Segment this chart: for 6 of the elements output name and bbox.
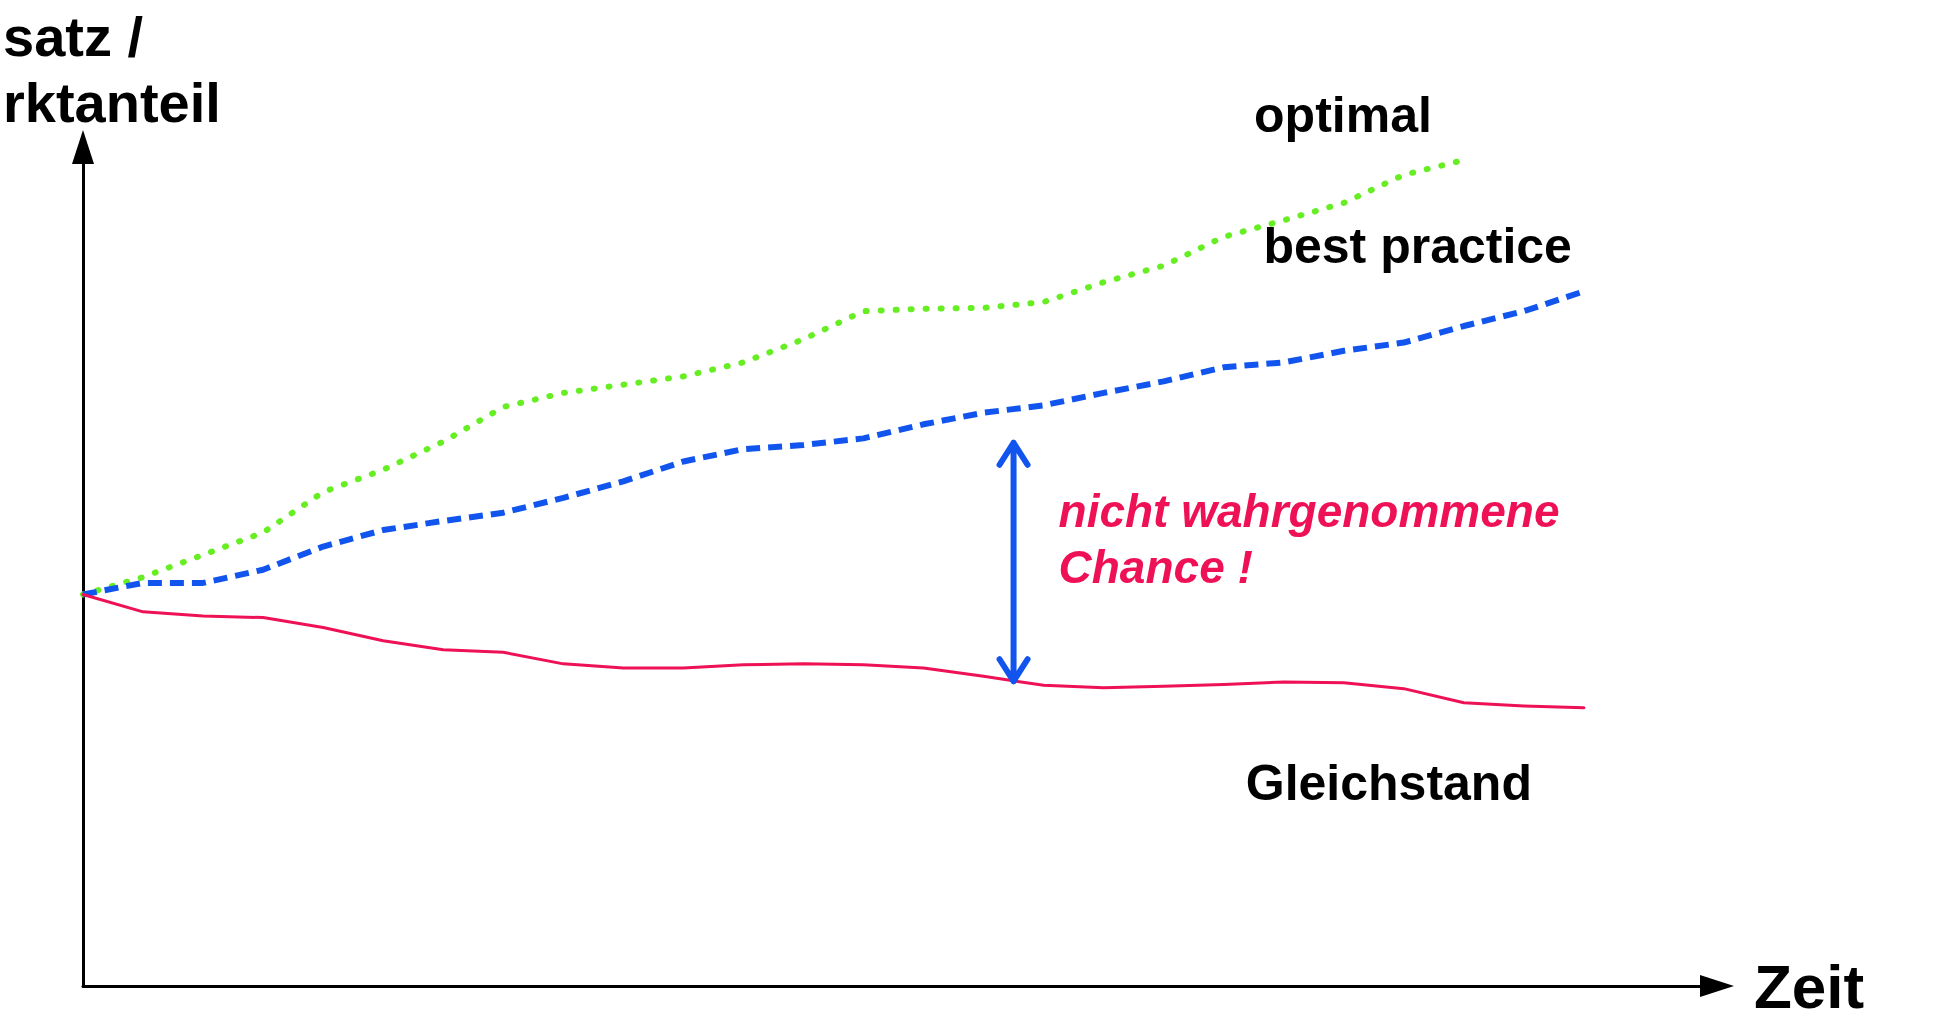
y-axis-title: satz / rktanteil [3,4,221,134]
series-label: best practice [1263,218,1572,275]
annotation: nicht wahrgenommene Chance ! [1058,483,1560,595]
series-label: optimal [1254,87,1432,143]
x-axis-title: Zeit [1754,951,1865,1021]
series-label: Gleichstand [1245,754,1532,811]
